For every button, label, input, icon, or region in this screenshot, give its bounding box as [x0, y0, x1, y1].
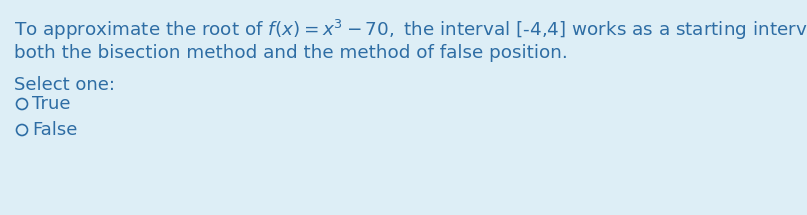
Text: both the bisection method and the method of false position.: both the bisection method and the method…	[14, 44, 568, 62]
Text: Select one:: Select one:	[14, 76, 115, 94]
Text: False: False	[32, 121, 77, 139]
Text: True: True	[32, 95, 71, 113]
Text: To approximate the root of $f(x) = x^3 - 70,$ the interval [-4,4] works as a sta: To approximate the root of $f(x) = x^3 -…	[14, 18, 807, 42]
